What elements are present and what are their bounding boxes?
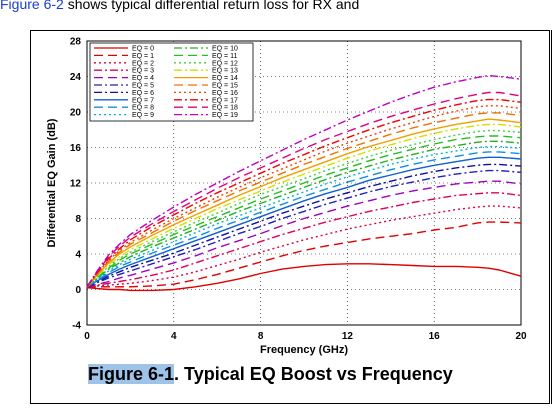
legend-label: EQ = 14: [212, 75, 238, 82]
legend-label: EQ = 3: [132, 68, 154, 75]
series-line-eq-11: [86, 135, 522, 288]
legend-label: EQ = 7: [132, 97, 154, 104]
intro-rest: shows typical differential return loss f…: [63, 0, 360, 12]
legend-label: EQ = 17: [212, 97, 238, 104]
legend-label: EQ = 13: [212, 68, 238, 75]
legend-label: EQ = 16: [212, 90, 238, 97]
legend: EQ = 0EQ = 1EQ = 2EQ = 3EQ = 4EQ = 5EQ =…: [89, 42, 254, 122]
y-tick-label: 12: [70, 179, 82, 190]
legend-label: EQ = 9: [132, 112, 154, 119]
series-line-eq-19: [86, 74, 522, 288]
figure-number: Figure 6-1: [88, 364, 175, 384]
series-line-eq-18: [86, 91, 522, 288]
legend-label: EQ = 19: [212, 112, 238, 119]
x-tick-label: 12: [342, 331, 354, 342]
series-line-eq-6: [86, 163, 522, 288]
series-line-eq-14: [86, 118, 522, 288]
figure-frame: [30, 30, 550, 404]
series-line-eq-17: [86, 98, 522, 288]
x-tick-label: 8: [258, 331, 264, 342]
y-tick-label: 16: [70, 143, 82, 154]
x-tick-label: 16: [429, 331, 441, 342]
series-line-eq-5: [86, 169, 522, 288]
plot-border: [86, 40, 522, 326]
series-line-eq-16: [86, 105, 522, 288]
legend-label: EQ = 4: [132, 75, 154, 82]
legend-label: EQ = 1: [132, 53, 154, 60]
y-tick-label: 0: [75, 285, 81, 296]
y-tick-label: 28: [70, 37, 82, 48]
legend-label: EQ = 6: [132, 90, 154, 97]
y-tick-label: -4: [72, 321, 81, 332]
x-axis-label: Frequency (GHz): [260, 344, 348, 356]
legend-box: [89, 42, 254, 122]
y-tick-label: 4: [75, 250, 81, 261]
legend-label: EQ = 5: [132, 83, 154, 90]
figure-title: . Typical EQ Boost vs Frequency: [174, 364, 453, 384]
legend-label: EQ = 15: [212, 83, 238, 90]
x-tick-label: 0: [84, 331, 90, 342]
series-line-eq-12: [86, 129, 522, 288]
series-line-eq-13: [86, 123, 522, 288]
series-line-eq-15: [86, 112, 522, 288]
series-line-eq-1: [87, 221, 522, 288]
series-line-eq-2: [86, 205, 522, 288]
y-tick-label: 20: [70, 108, 82, 119]
legend-label: EQ = 2: [132, 60, 154, 67]
series-line-eq-7: [86, 156, 522, 288]
page-divider: [551, 30, 552, 404]
legend-label: EQ = 12: [212, 60, 238, 67]
y-axis-label: Differential EQ Gain (dB): [46, 118, 58, 247]
y-tick-label: 8: [75, 214, 81, 225]
legend-label: EQ = 8: [132, 105, 154, 112]
legend-label: EQ = 10: [212, 46, 238, 53]
legend-label: EQ = 0: [132, 46, 154, 53]
legend-label: EQ = 18: [212, 105, 238, 112]
figure-caption: Figure 6-1. Typical EQ Boost vs Frequenc…: [88, 364, 453, 385]
x-tick-label: 4: [171, 331, 177, 342]
series-line-eq-9: [86, 145, 522, 288]
series-line-eq-0: [86, 263, 522, 292]
series-line-eq-8: [86, 151, 522, 288]
legend-label: EQ = 11: [212, 53, 237, 60]
series-line-eq-3: [86, 192, 522, 288]
figure-reference-link[interactable]: Figure 6-2: [0, 0, 64, 12]
intro-text: Figure 6-2 shows typical differential re…: [0, 0, 560, 12]
x-tick-label: 20: [515, 331, 527, 342]
y-tick-label: 24: [70, 72, 82, 83]
series-line-eq-10: [86, 140, 522, 288]
series-line-eq-4: [86, 180, 522, 288]
